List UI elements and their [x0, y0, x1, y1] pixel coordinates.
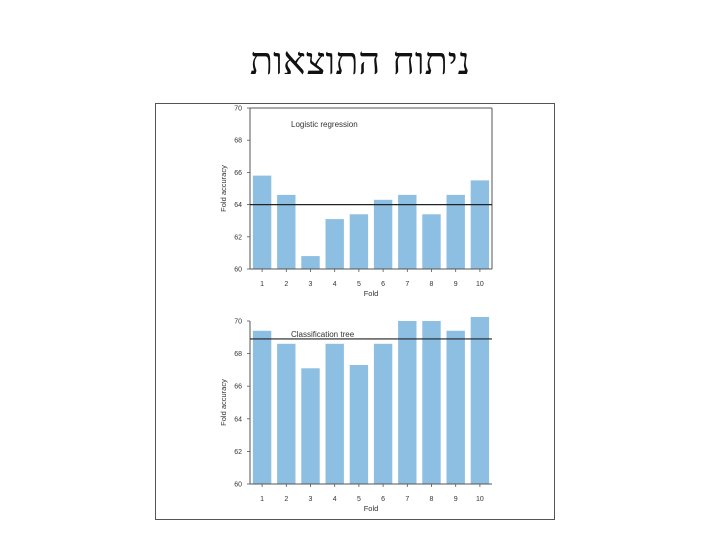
slide-title: ניתוח התוצאות [249, 39, 471, 83]
y-tick-label: 60 [234, 482, 242, 489]
y-tick-label: 62 [234, 449, 242, 456]
x-tick-label: 9 [454, 281, 458, 288]
bar-fold-8 [422, 321, 441, 484]
x-axis-label: Fold [364, 504, 379, 513]
bar-fold-4 [325, 343, 344, 484]
x-tick-label: 10 [476, 281, 484, 288]
bar-fold-1 [252, 330, 272, 484]
panel-title: Classification tree [291, 330, 355, 339]
x-tick-label: 10 [476, 496, 484, 503]
y-tick-label: 64 [234, 202, 242, 209]
y-tick-label: 62 [234, 234, 242, 241]
x-tick-label: 2 [284, 496, 288, 503]
bar-fold-5 [349, 365, 369, 484]
y-axis-label: Fold accuracy [219, 379, 228, 426]
bar-fold-3 [301, 368, 320, 484]
bar-fold-2 [277, 343, 296, 484]
bar-fold-5 [349, 214, 369, 269]
x-tick-label: 4 [333, 281, 337, 288]
bar-fold-2 [277, 194, 296, 269]
x-tick-label: 8 [430, 496, 434, 503]
bar-fold-10 [470, 317, 490, 484]
y-tick-label: 68 [234, 138, 242, 145]
x-tick-label: 8 [430, 281, 434, 288]
x-tick-label: 6 [381, 496, 385, 503]
bar-fold-1 [252, 175, 272, 269]
x-tick-label: 2 [284, 281, 288, 288]
bar-fold-4 [325, 219, 344, 269]
y-tick-label: 66 [234, 170, 242, 177]
x-tick-label: 7 [405, 281, 409, 288]
x-tick-label: 6 [381, 281, 385, 288]
chart-panel-2: 60 62 64 66 68 70 1 2 3 4 5 6 7 8 9 10 Fold Fold accuracy… [219, 317, 492, 513]
bar-fold-7 [398, 194, 417, 269]
x-tick-label: 5 [357, 496, 361, 503]
y-tick-label: 70 [234, 319, 242, 326]
x-tick-label: 5 [357, 281, 361, 288]
bar-fold-3 [301, 256, 320, 269]
x-tick-label: 9 [454, 496, 458, 503]
bar-fold-8 [422, 214, 441, 269]
y-tick-label: 64 [234, 416, 242, 423]
panel-title: Logistic regression [291, 120, 358, 129]
chart-panel-1: 60 62 64 66 68 70 1 2 3 4 5 6 7 8 9 10 Fold Fold accuracy… [219, 106, 493, 298]
bar-fold-7 [398, 321, 417, 484]
y-tick-label: 60 [234, 267, 242, 274]
bar-fold-10 [470, 180, 490, 269]
x-tick-label: 1 [260, 281, 264, 288]
y-tick-label: 68 [234, 351, 242, 358]
bar-fold-6 [373, 343, 393, 484]
y-tick-label: 66 [234, 384, 242, 391]
y-axis-label: Fold accuracy [219, 165, 228, 212]
x-tick-label: 1 [260, 496, 264, 503]
bar-fold-6 [373, 199, 393, 269]
x-tick-label: 3 [309, 496, 313, 503]
x-tick-label: 7 [405, 496, 409, 503]
bar-fold-9 [446, 194, 465, 269]
x-tick-label: 4 [333, 496, 337, 503]
bar-fold-9 [446, 330, 465, 484]
y-tick-label: 70 [234, 106, 242, 113]
x-axis-label: Fold [364, 289, 379, 298]
x-tick-label: 3 [309, 281, 313, 288]
